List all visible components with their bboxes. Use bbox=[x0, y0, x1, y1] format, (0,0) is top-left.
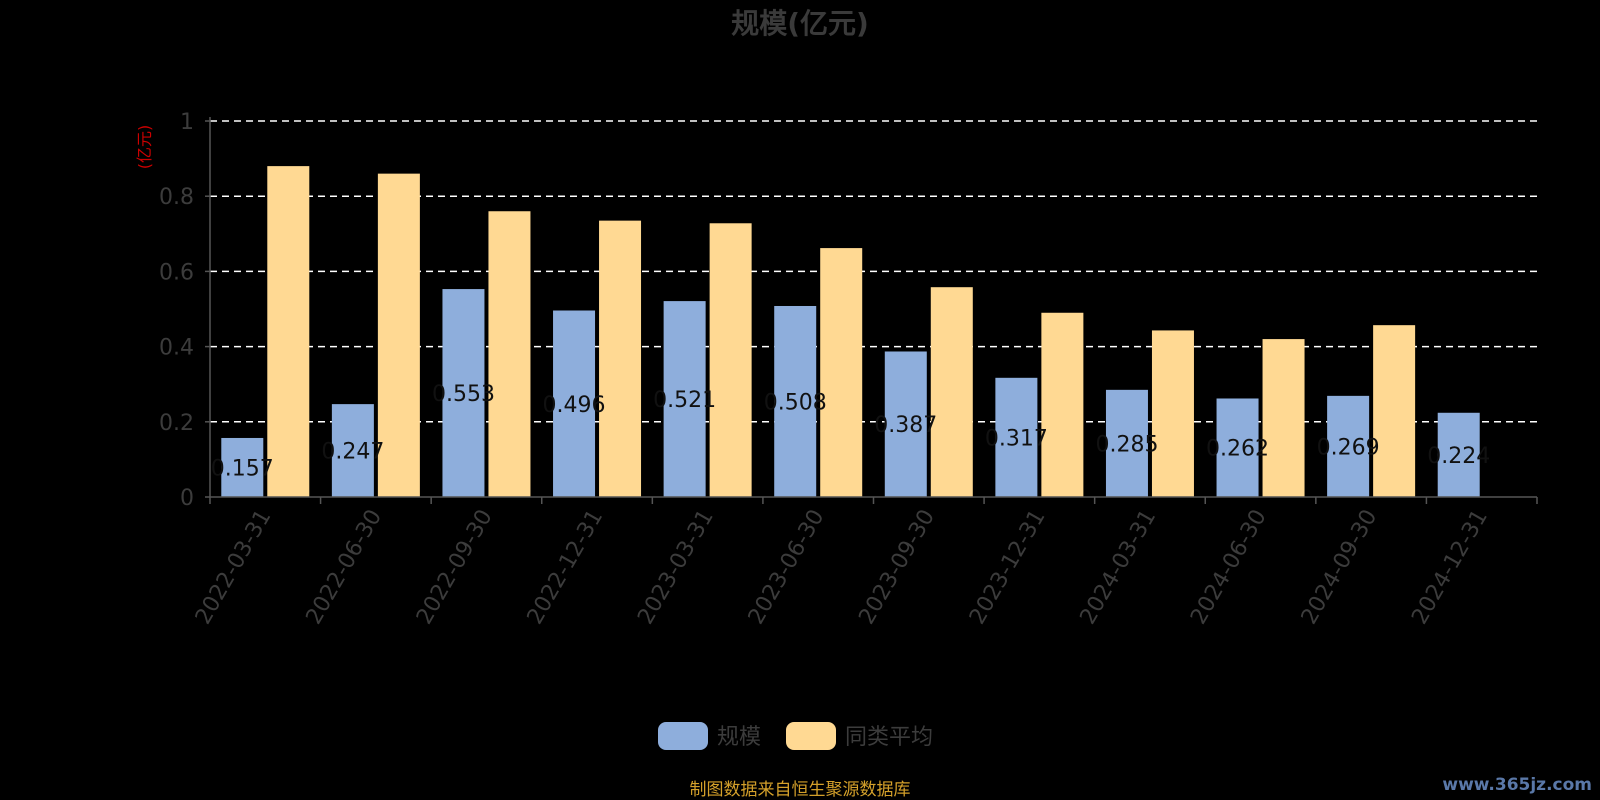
bar-category-average bbox=[1151, 330, 1194, 497]
bar-category-average bbox=[1262, 339, 1305, 497]
y-axis-ticks: 0 0.2 0.4 0.6 0.8 1 bbox=[159, 110, 210, 511]
bar-scale bbox=[442, 289, 485, 497]
x-tick-label: 2024-09-30 bbox=[1297, 506, 1383, 629]
x-tick-label: 2024-06-30 bbox=[1186, 506, 1272, 629]
x-tick-label: 2024-12-31 bbox=[1407, 506, 1493, 629]
bar-category-average bbox=[377, 173, 420, 497]
chart-title: 规模(亿元) bbox=[731, 7, 869, 40]
bar-scale bbox=[1105, 389, 1148, 497]
data-label-scale: 0.508 bbox=[764, 390, 827, 415]
bar-category-average bbox=[820, 248, 863, 497]
x-tick-label: 2024-03-31 bbox=[1076, 506, 1162, 629]
data-label-scale: 0.496 bbox=[543, 393, 606, 418]
legend-item: 同类平均 bbox=[786, 722, 933, 750]
x-tick-label: 2023-03-31 bbox=[633, 506, 719, 629]
bar-scale bbox=[221, 437, 264, 497]
bar-scale bbox=[995, 377, 1038, 497]
legend: 规模 同类平均 bbox=[658, 722, 933, 750]
data-label-scale: 0.317 bbox=[985, 426, 1048, 451]
bar-scale bbox=[774, 305, 817, 497]
bar-category-average bbox=[709, 223, 752, 497]
gridlines bbox=[210, 120, 1537, 423]
data-label-scale: 0.224 bbox=[1427, 444, 1490, 469]
data-label-scale: 0.262 bbox=[1206, 437, 1269, 462]
y-tick-label: 0.4 bbox=[159, 336, 194, 361]
data-source-note: 制图数据来自恒生聚源数据库 bbox=[690, 780, 911, 800]
x-axis-ticks: 2022-03-31 2022-06-30 2022-09-30 2022-12-31… bbox=[191, 497, 1538, 629]
bar-category-average bbox=[930, 287, 973, 497]
data-label-scale: 0.553 bbox=[432, 382, 495, 407]
x-tick-label: 2022-09-30 bbox=[412, 506, 498, 629]
bar-category-average bbox=[1373, 325, 1416, 497]
y-tick-label: 1 bbox=[180, 110, 194, 135]
legend-label: 规模 bbox=[717, 725, 761, 750]
x-tick-label: 2023-12-31 bbox=[965, 506, 1051, 629]
y-axis-label: (亿元) bbox=[135, 125, 154, 170]
bar-category-average bbox=[1041, 312, 1084, 497]
data-labels: 0.157 0.247 0.553 0.496 0.521 0.508 0.387 0.317… bbox=[211, 382, 1490, 481]
bar-scale bbox=[884, 351, 927, 497]
data-label-scale: 0.157 bbox=[211, 456, 274, 481]
x-tick-label: 2022-12-31 bbox=[523, 506, 609, 629]
data-label-scale: 0.247 bbox=[321, 440, 384, 465]
bar-scale bbox=[663, 301, 706, 497]
bar-scale bbox=[1437, 412, 1480, 497]
bar-category-average bbox=[488, 211, 531, 498]
x-tick-label: 2022-03-31 bbox=[191, 506, 277, 629]
x-tick-label: 2023-06-30 bbox=[744, 506, 830, 629]
y-tick-label: 0.2 bbox=[159, 411, 194, 436]
bar-category-average bbox=[599, 220, 642, 497]
bars bbox=[221, 166, 1480, 498]
bar-category-average bbox=[267, 166, 310, 497]
data-label-scale: 0.285 bbox=[1095, 432, 1158, 457]
data-label-scale: 0.387 bbox=[874, 413, 937, 438]
data-label-scale: 0.269 bbox=[1317, 435, 1380, 460]
x-tick-label: 2023-09-30 bbox=[854, 506, 940, 629]
legend-swatch bbox=[658, 722, 708, 750]
bar-scale bbox=[553, 310, 596, 497]
y-tick-label: 0 bbox=[180, 486, 194, 511]
legend-swatch bbox=[786, 722, 836, 750]
y-tick-label: 0.8 bbox=[159, 185, 194, 210]
data-label-scale: 0.521 bbox=[653, 388, 716, 413]
x-tick-label: 2022-06-30 bbox=[301, 506, 387, 629]
bar-scale bbox=[331, 404, 374, 497]
watermark: www.365jz.com bbox=[1442, 775, 1592, 795]
bar-scale bbox=[1327, 395, 1370, 497]
legend-item: 规模 bbox=[658, 722, 761, 750]
y-tick-label: 0.6 bbox=[159, 260, 194, 285]
legend-label: 同类平均 bbox=[845, 725, 933, 750]
bar-scale bbox=[1216, 398, 1259, 497]
